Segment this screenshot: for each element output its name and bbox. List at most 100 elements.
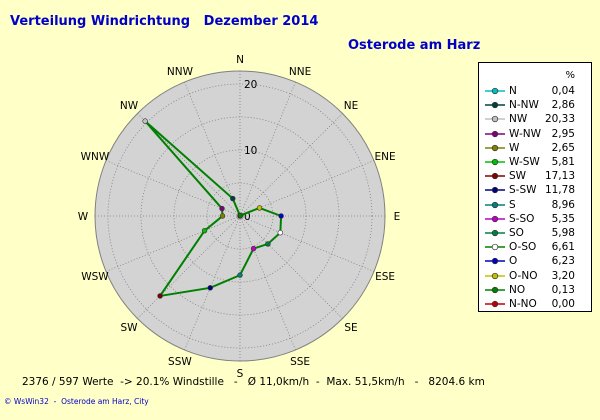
data-point [201, 227, 208, 234]
spoke-gridline [239, 215, 296, 351]
spoke-gridline [105, 160, 241, 217]
legend-value: 8,96 [551, 198, 575, 211]
legend-label: O [509, 255, 518, 268]
chart-title: Verteilung Windrichtung Dezember 2014 [10, 14, 319, 29]
legend-value: 2,86 [551, 99, 575, 112]
legend-line-marker [485, 173, 505, 180]
legend-item: S 8,96 [479, 198, 591, 213]
legend-label: SO [509, 227, 524, 239]
legend-item: O-SO 6,61 [479, 240, 591, 255]
legend-item: SW 17,13 [479, 169, 591, 184]
data-point [219, 213, 226, 219]
direction-label: S [237, 368, 244, 380]
legend-item: W-NW 2,95 [479, 127, 591, 142]
legend-value: 0,04 [551, 85, 575, 97]
legend-label: NW [509, 113, 528, 126]
direction-label: NNE [289, 66, 311, 78]
legend-label: S-SW [509, 184, 537, 197]
legend-label: SW [509, 170, 527, 183]
direction-label: WNW [81, 151, 110, 163]
legend-value: 5,35 [551, 212, 575, 225]
legend-line-marker [485, 144, 505, 151]
legend-line-marker [485, 187, 505, 194]
legend-value: 5,81 [551, 156, 575, 168]
legend-label: N-NO [509, 298, 537, 310]
legend-line-marker [485, 201, 505, 208]
legend-line-marker [485, 244, 505, 251]
data-point [278, 213, 284, 219]
legend-item: N-NO 0,00 [479, 297, 591, 312]
legend-line-marker [485, 229, 505, 237]
data-point [237, 212, 244, 219]
spoke-gridline [239, 160, 375, 217]
legend-item: O 6,23 [479, 254, 591, 269]
radial-tick-label: 20 [244, 79, 257, 91]
data-point [230, 195, 236, 202]
legend-value: 11,78 [544, 184, 575, 197]
legend-line-marker [485, 258, 505, 265]
direction-label: E [394, 211, 401, 223]
legend-item: O-NO 3,20 [479, 269, 591, 284]
legend-header: % [565, 70, 575, 81]
spoke-gridline [137, 215, 241, 319]
spoke-gridline [184, 81, 241, 217]
data-point [256, 205, 263, 211]
legend-item: S-SO 5,35 [479, 212, 591, 227]
legend-item: W-SW 5,81 [479, 155, 591, 170]
direction-label: SSE [290, 356, 310, 368]
legend-value: 3,20 [551, 269, 575, 282]
spoke-gridline [239, 81, 296, 217]
legend-label: N-NW [509, 99, 539, 112]
legend-line-marker [485, 116, 505, 123]
legend-value: 0,13 [551, 283, 575, 296]
legend-line-marker [485, 215, 505, 222]
legend-item: N 0,04 [479, 84, 591, 99]
legend-value: 6,23 [551, 255, 575, 268]
legend-value: 0,00 [551, 298, 575, 310]
direction-label: NNW [167, 66, 194, 78]
legend-label: O-SO [509, 241, 537, 254]
data-point [219, 205, 225, 212]
legend-label: S [509, 198, 516, 211]
direction-label: NE [344, 100, 359, 112]
legend-line-marker [485, 272, 505, 279]
legend-line-marker [485, 158, 505, 166]
legend-label: N [509, 85, 517, 97]
data-point [277, 229, 284, 236]
direction-label: NW [120, 100, 139, 112]
legend-label: W [509, 141, 520, 154]
legend-item: W 2,65 [479, 141, 591, 156]
legend: % N 0,04 N-NW 2,86 NW 20,33 W-NW 2,95 W 2,65 W-SW 5… [478, 62, 592, 312]
legend-label: S-SO [509, 212, 535, 225]
spoke-gridline [184, 215, 241, 351]
data-point [265, 241, 271, 247]
data-point [250, 245, 257, 252]
direction-label: N [236, 54, 244, 66]
direction-label: SW [120, 322, 138, 334]
legend-item: NW 20,33 [479, 112, 591, 127]
legend-line-marker [485, 87, 505, 95]
legend-value: 6,61 [551, 241, 575, 254]
legend-label: W-SW [509, 156, 540, 168]
legend-value: 20,33 [544, 113, 575, 126]
credit-line: © WsWin32 - Osterode am Harz, City [4, 397, 149, 406]
data-point [207, 285, 213, 291]
statistics-footer: 2376 / 597 Werte -> 20.1% Windstille - Ø… [22, 376, 485, 388]
legend-item: NO 0,13 [479, 283, 591, 298]
legend-line-marker [485, 130, 505, 137]
legend-label: W-NW [509, 127, 541, 140]
radial-tick-label: 0 [244, 211, 251, 223]
legend-line-marker [485, 286, 505, 293]
legend-label: NO [509, 283, 526, 296]
direction-label: WSW [81, 271, 109, 283]
spoke-gridline [239, 215, 375, 272]
chart-subtitle: Osterode am Harz [348, 38, 481, 53]
legend-line-marker [485, 102, 505, 109]
direction-label: SE [344, 322, 357, 334]
data-point [157, 293, 163, 299]
legend-value: 5,98 [551, 227, 575, 239]
direction-label: SSW [168, 356, 192, 368]
radial-tick-label: 10 [244, 145, 257, 157]
spoke-gridline [239, 113, 343, 217]
